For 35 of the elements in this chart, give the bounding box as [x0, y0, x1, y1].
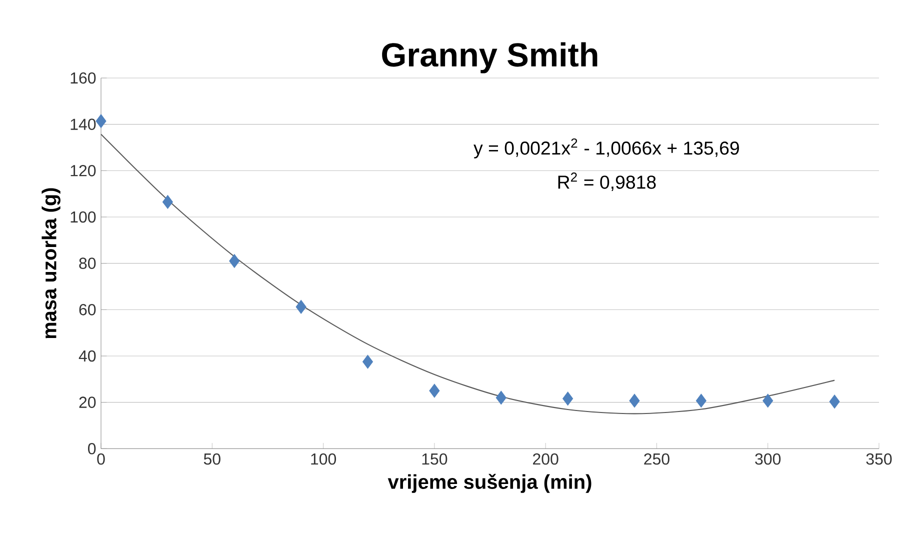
y-tick-label: 0 — [88, 443, 96, 454]
x-axis-title: vrijeme sušenja (min) — [388, 474, 592, 494]
y-tick-label: 100 — [70, 212, 96, 223]
x-tick-label: 250 — [644, 454, 670, 465]
point — [496, 390, 506, 405]
y-tick-label: 80 — [79, 258, 96, 270]
y-tick-label: 120 — [70, 165, 96, 176]
point — [762, 394, 774, 408]
point — [296, 300, 306, 314]
point — [629, 394, 640, 408]
y-tick-label: 160 — [70, 72, 96, 84]
point — [162, 195, 173, 210]
y-tick-label: 20 — [79, 396, 96, 408]
x-tick-label: 300 — [755, 454, 781, 465]
y-tick-label: 60 — [79, 304, 96, 316]
point — [229, 254, 240, 268]
point — [96, 114, 106, 128]
y-tick-label: 140 — [70, 118, 96, 130]
x-tick-label: 50 — [204, 454, 220, 465]
chart-title: Granny Smith — [382, 42, 598, 74]
x-tick-label: 200 — [533, 454, 558, 465]
annotation: y = 0,0021x$^{2}$ - 1,0066x + 135,69 — [474, 138, 739, 159]
point — [562, 392, 574, 406]
x-tick-label: 100 — [311, 454, 336, 465]
point — [696, 394, 706, 408]
point — [362, 355, 374, 369]
y-axis-title: masa uzorka (g) — [42, 188, 60, 338]
annotation: R$^{2}$ = 0,9818 — [558, 172, 656, 192]
x-tick-label: 0 — [97, 454, 105, 465]
x-tick-label: 150 — [422, 454, 448, 465]
point — [429, 384, 440, 398]
point — [829, 394, 840, 409]
line-series — [100, 134, 836, 414]
y-tick-label: 40 — [78, 350, 96, 362]
x-tick-label: 350 — [866, 454, 892, 465]
